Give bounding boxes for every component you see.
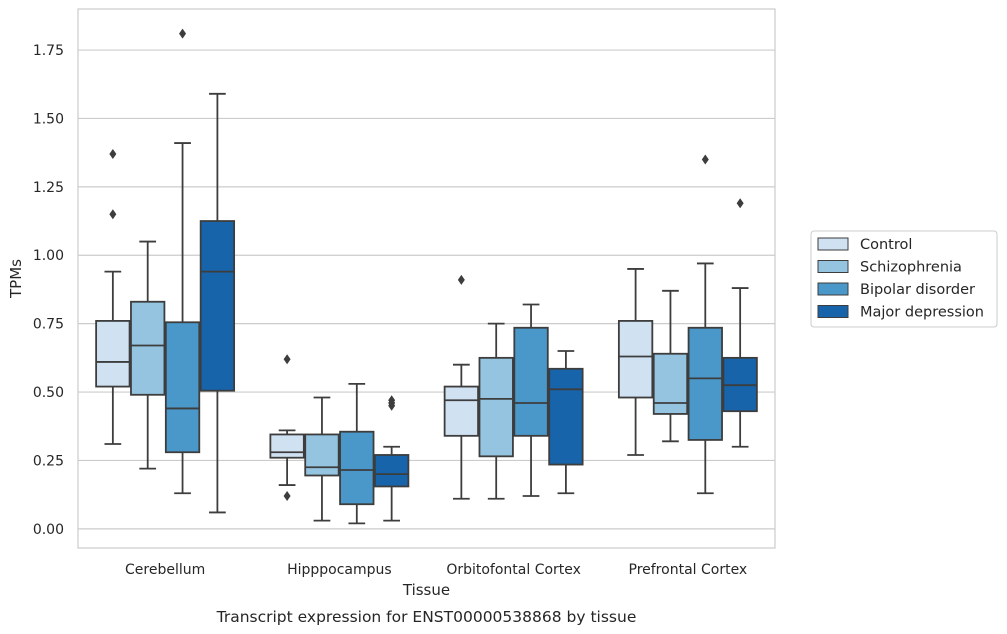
box-iqr [199, 220, 236, 392]
y-tick-label: 1.75 [33, 43, 64, 59]
box-iqr [374, 454, 410, 488]
chart-caption: Transcript expression for ENST0000053886… [216, 608, 637, 626]
y-axis-title: TPMs [7, 259, 25, 299]
y-tick-label: 0.75 [33, 317, 64, 333]
box-schizophrenia [130, 240, 166, 470]
box-iqr [443, 385, 479, 437]
legend-label: Schizophrenia [860, 260, 962, 276]
y-axis-ticks: 0.00 0.25 0.50 0.75 1.00 1.25 1.50 1.75 [33, 43, 64, 538]
box-iqr [513, 326, 549, 437]
outlier-point [283, 354, 291, 365]
outlier-point [388, 395, 396, 406]
box-control [617, 268, 654, 456]
x-tick-label: Cerebellum [125, 562, 205, 578]
legend-swatch [817, 237, 849, 251]
y-tick-label: 0.50 [33, 385, 64, 401]
box-major-depression [548, 350, 584, 495]
x-axis-title: Tissue [402, 581, 450, 599]
box-bipolar-disorder [513, 303, 549, 497]
box-iqr [617, 320, 654, 399]
y-tick-label: 1.00 [33, 248, 64, 264]
box-major-depression [722, 198, 758, 448]
box-schizophrenia [304, 396, 340, 522]
box-iqr [95, 320, 131, 388]
box-control [95, 149, 131, 445]
outlier-point [283, 491, 291, 502]
y-tick-label: 1.25 [33, 180, 64, 196]
y-tick-label: 0.00 [33, 522, 64, 538]
box-bipolar-disorder [339, 382, 375, 525]
box-iqr [164, 321, 201, 454]
legend-swatch [817, 282, 849, 296]
outlier-point [701, 154, 709, 165]
legend-frame [810, 230, 998, 328]
plot-area-frame [77, 8, 776, 549]
box-iqr [687, 326, 723, 441]
legend: Control Schizophrenia Bipolar disorder Majo… [810, 230, 998, 328]
box-control [269, 354, 305, 502]
x-tick-label: Orbitofontal Cortex [446, 562, 581, 578]
legend-label: Major depression [860, 305, 984, 321]
outlier-point [457, 274, 465, 285]
legend-swatch [817, 260, 849, 273]
y-tick-label: 1.50 [33, 111, 64, 127]
box-iqr [548, 367, 584, 466]
box-iqr [304, 433, 340, 477]
box-iqr [652, 352, 689, 415]
box-major-depression [374, 395, 410, 522]
outlier-point [179, 28, 187, 39]
box-schizophrenia [478, 322, 514, 500]
box-iqr [339, 430, 375, 506]
x-tick-label: Prefrontal Cortex [629, 562, 748, 578]
box-iqr [269, 433, 305, 459]
outlier-point [109, 149, 117, 160]
box-iqr [130, 300, 166, 396]
outlier-point [109, 209, 117, 220]
box-bipolar-disorder [687, 154, 723, 495]
y-tick-label: 0.25 [33, 453, 64, 469]
legend-label: Bipolar disorder [860, 282, 975, 298]
box-bipolar-disorder [164, 28, 201, 495]
boxes [95, 28, 758, 525]
x-axis-ticks: Cerebellum Hipppocampus Orbitofontal Corte… [125, 562, 747, 578]
box-control [443, 274, 479, 500]
outlier-point [736, 198, 744, 209]
legend-label: Control [860, 237, 912, 253]
box-iqr [478, 356, 514, 458]
legend-swatch [817, 305, 849, 318]
box-major-depression [199, 92, 236, 514]
box-schizophrenia [652, 289, 689, 443]
x-tick-label: Hipppocampus [287, 562, 392, 578]
